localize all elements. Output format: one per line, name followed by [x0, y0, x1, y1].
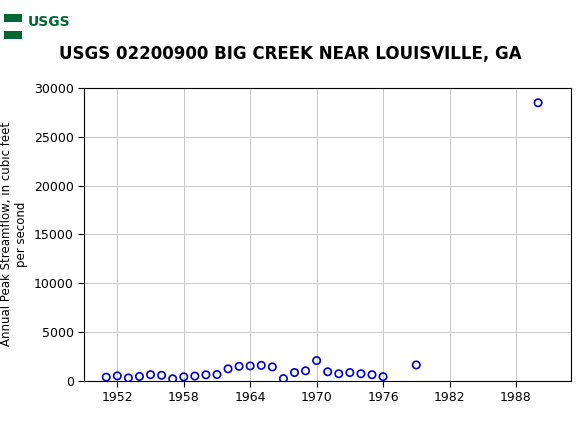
Point: [135, 373, 144, 380]
Point: [223, 366, 233, 372]
Point: [323, 369, 332, 375]
Point: [201, 372, 211, 378]
Bar: [3, 3, 75, 40]
Y-axis label: Annual Peak Streamflow, in cubic feet
per second: Annual Peak Streamflow, in cubic feet pe…: [0, 122, 28, 347]
Point: [279, 375, 288, 382]
Point: [234, 363, 244, 370]
Point: [534, 99, 543, 106]
Point: [334, 370, 343, 377]
Point: [179, 373, 188, 380]
Point: [312, 357, 321, 364]
Bar: [4, 22, 22, 31]
Point: [190, 373, 200, 380]
Point: [146, 371, 155, 378]
Point: [290, 369, 299, 376]
Bar: [4, 14, 22, 22]
Point: [256, 362, 266, 369]
Point: [245, 362, 255, 369]
Point: [367, 371, 376, 378]
Point: [113, 372, 122, 379]
Bar: [4, 31, 22, 39]
Text: USGS: USGS: [28, 15, 71, 28]
Text: USGS 02200900 BIG CREEK NEAR LOUISVILLE, GA: USGS 02200900 BIG CREEK NEAR LOUISVILLE,…: [59, 45, 521, 63]
Point: [356, 370, 365, 377]
Point: [301, 367, 310, 374]
Point: [157, 372, 166, 379]
Point: [168, 375, 177, 382]
Point: [268, 363, 277, 370]
Point: [345, 369, 354, 376]
Point: [212, 371, 222, 378]
Point: [124, 375, 133, 381]
Bar: [4, 6, 22, 13]
Point: [412, 362, 421, 369]
Point: [378, 373, 387, 380]
Point: [102, 374, 111, 381]
